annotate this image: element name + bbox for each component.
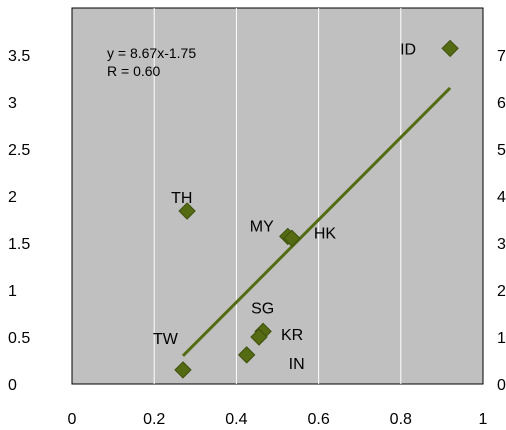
data-point-th: [178, 202, 196, 220]
y-tick-label-left: 3: [8, 95, 17, 112]
y-tick-label-right: 7: [497, 48, 506, 65]
point-label-my: MY: [250, 218, 274, 235]
point-label-sg: SG: [251, 300, 274, 317]
x-tick-label: 0.2: [143, 411, 165, 428]
data-point-tw: [174, 361, 192, 379]
x-tick-label: 0: [68, 411, 77, 428]
y-tick-label-left: 0.5: [8, 330, 30, 347]
y-tick-label-left: 2.5: [8, 142, 30, 159]
y-tick-label-right: 0: [497, 377, 506, 394]
data-point-hk: [283, 229, 301, 248]
x-tick-label: 1: [479, 411, 488, 428]
y-tick-label-right: 3: [497, 236, 506, 253]
y-tick-label-right: 2: [497, 283, 506, 300]
plot-area: [71, 7, 484, 385]
data-point-in: [237, 346, 256, 364]
x-tick-label: 0.8: [390, 411, 412, 428]
y-tick-label-right: 1: [497, 330, 506, 347]
point-label-hk: HK: [314, 225, 337, 242]
point-label-th: TH: [171, 190, 192, 207]
r-value-label: R = 0.60: [107, 63, 161, 79]
point-label-tw: TW: [153, 331, 179, 348]
y-tick-label-right: 5: [497, 142, 506, 159]
y-tick-label-left: 2: [8, 189, 17, 206]
x-tick-label: 0.6: [307, 411, 329, 428]
point-labels: ID TH MY HK SG KR IN TW: [153, 41, 416, 372]
point-label-id: ID: [400, 41, 416, 58]
data-points: [174, 39, 459, 379]
y-tick-label-right: 4: [497, 189, 506, 206]
y-tick-label-left: 1.5: [8, 236, 30, 253]
grid-lines: [153, 8, 402, 384]
x-tick-label: 0.4: [225, 411, 247, 428]
y-tick-label-left: 0: [8, 377, 17, 394]
y-tick-label-left: 3.5: [8, 48, 30, 65]
y-tick-label-right: 6: [497, 95, 506, 112]
trendline: [181, 86, 452, 357]
data-point-id: [441, 39, 459, 58]
y-tick-label-left: 1: [8, 283, 17, 300]
point-label-in: IN: [289, 356, 305, 373]
point-label-kr: KR: [281, 327, 303, 344]
equation-label: y = 8.67x-1.75: [107, 45, 196, 61]
data-point-kr: [250, 328, 268, 346]
